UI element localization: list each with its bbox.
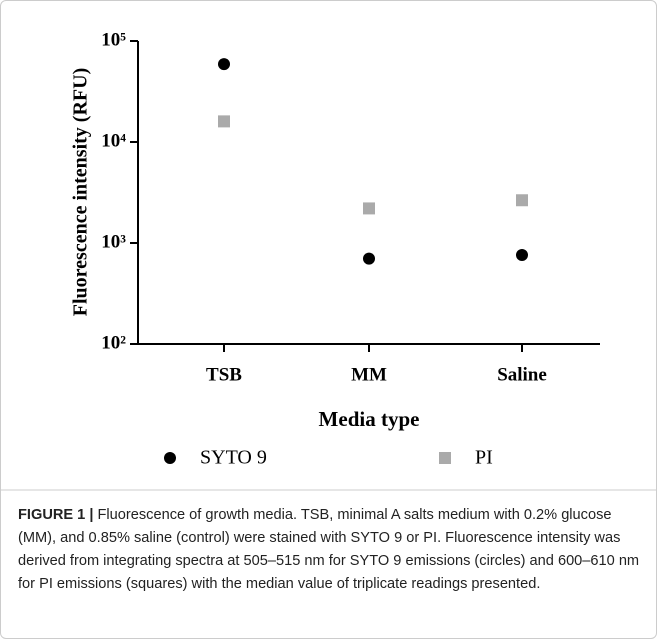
data-point bbox=[363, 202, 375, 215]
y-tick-label: 10³ bbox=[101, 231, 126, 252]
caption: FIGURE 1 | Fluorescence of growth media.… bbox=[18, 504, 640, 596]
caption-text: Fluorescence of growth media. TSB, minim… bbox=[18, 507, 640, 592]
data-point bbox=[218, 58, 230, 71]
x-tick-label: TSB bbox=[206, 364, 242, 385]
x-tick-label: MM bbox=[351, 364, 387, 385]
caption-label: FIGURE 1 | bbox=[18, 507, 94, 523]
x-axis-label: Media type bbox=[319, 407, 420, 431]
y-axis-label: Fluorescence intensity (RFU) bbox=[70, 68, 92, 316]
legend-label: SYTO 9 bbox=[200, 447, 267, 469]
y-tick-label: 10⁵ bbox=[101, 29, 126, 50]
data-point bbox=[218, 115, 230, 128]
x-tick-label: Saline bbox=[497, 364, 547, 385]
y-tick-label: 10⁴ bbox=[101, 130, 126, 151]
legend-marker bbox=[439, 452, 451, 464]
legend-label: PI bbox=[475, 447, 493, 469]
data-point bbox=[516, 249, 528, 262]
legend-marker bbox=[164, 452, 176, 464]
data-point bbox=[516, 194, 528, 207]
data-point bbox=[363, 252, 375, 265]
y-tick-label: 10² bbox=[101, 332, 126, 353]
